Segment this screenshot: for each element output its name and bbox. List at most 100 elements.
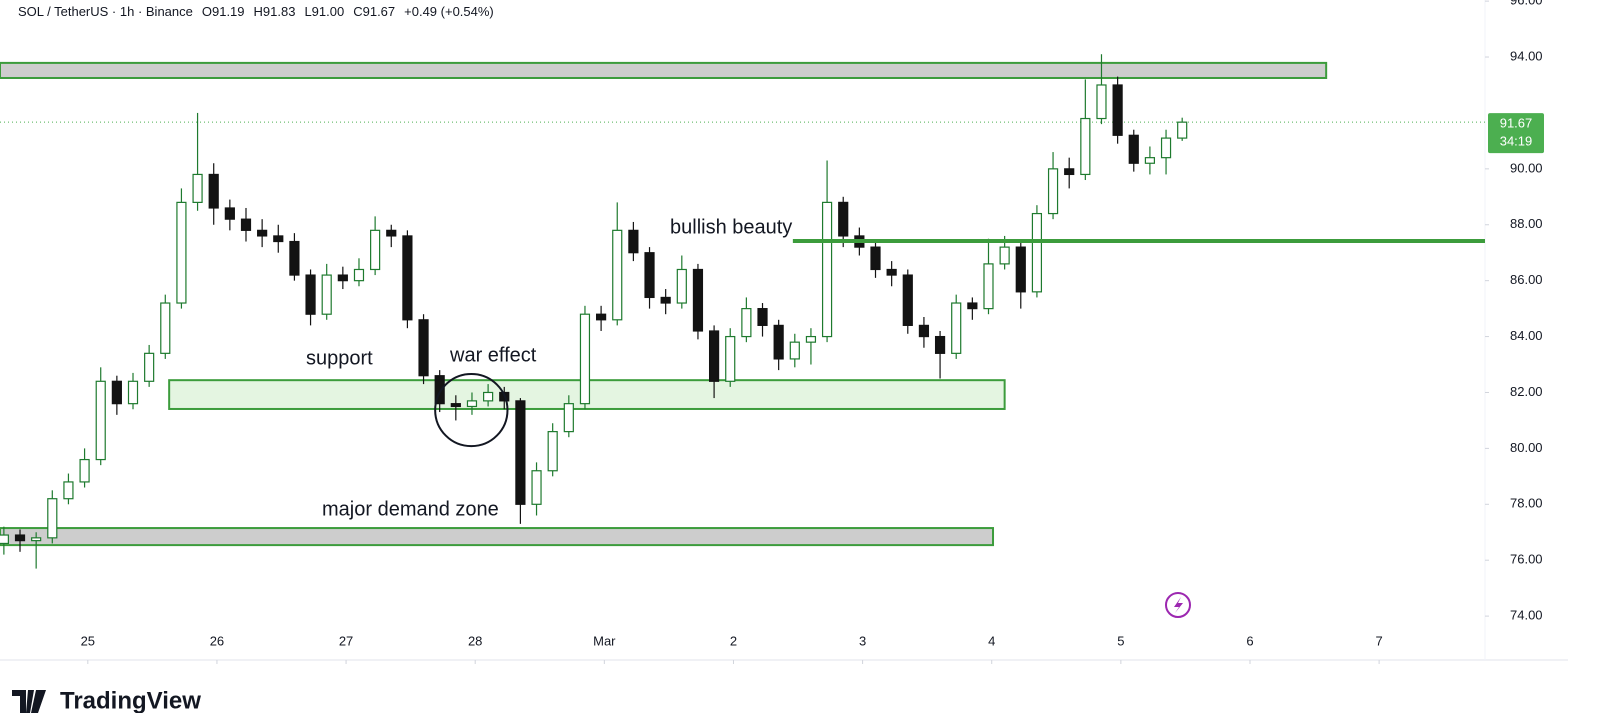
symbol: SOL / TetherUS · 1h · Binance [18, 4, 193, 19]
candle-body [1144, 157, 1156, 164]
candle-body [31, 537, 42, 542]
y-tick-label: 84.00 [1510, 328, 1543, 343]
ohlc-high: H91.83 [253, 4, 296, 19]
candle-body [418, 319, 429, 377]
x-tick-label: 26 [210, 633, 224, 648]
candle-body [450, 403, 461, 408]
candle-body [160, 302, 171, 354]
candle-body [127, 380, 139, 405]
candle-body [192, 173, 203, 203]
x-tick-label: 27 [339, 633, 353, 648]
candle-body [434, 375, 445, 405]
candle-body [370, 229, 381, 271]
x-tick-label: 3 [859, 633, 866, 648]
x-tick-label: 7 [1375, 633, 1382, 648]
candle-body [612, 229, 623, 321]
candle-body [47, 498, 58, 539]
candle-body [967, 302, 978, 310]
y-tick-label: 76.00 [1510, 552, 1543, 567]
ohlc-close: C91.67 [353, 4, 396, 19]
annotation: bullish beauty [670, 216, 792, 238]
candle-body [902, 274, 913, 326]
candle-body [337, 274, 348, 282]
ohlc-change: +0.49 (+0.54%) [404, 4, 494, 19]
candle-body [708, 330, 720, 382]
y-tick-label: 96.00 [1510, 0, 1543, 8]
x-tick-label: 4 [988, 633, 995, 648]
candle-body [821, 201, 833, 338]
candle-body [596, 313, 607, 321]
y-tick-label: 90.00 [1510, 160, 1543, 175]
x-tick-label: 2 [730, 633, 737, 648]
candle-body [176, 201, 187, 304]
candle-body [402, 235, 413, 321]
candle-body [321, 274, 332, 315]
candle-body [983, 263, 994, 310]
candle-body [547, 431, 558, 472]
candle-body [515, 400, 526, 505]
candle-body [1112, 84, 1123, 136]
price-tag [1488, 113, 1544, 154]
annotation: major demand zone [322, 498, 499, 520]
candle-body [79, 458, 90, 483]
candle-body [208, 173, 219, 209]
plot-area: 74.00 76.00 78.00 80.00 82.00 84.00 86.00 88.00… [0, 0, 1568, 664]
y-tick-label: 74.00 [1510, 608, 1543, 623]
candle-body [628, 229, 639, 254]
candle-body [63, 481, 74, 500]
y-tick-label: 80.00 [1510, 440, 1543, 455]
candle-body [0, 534, 9, 545]
candle-body [144, 352, 155, 382]
candle-body [918, 324, 930, 338]
candle-body [305, 274, 316, 315]
zone [0, 527, 995, 547]
candle-body [1031, 212, 1043, 293]
candle-body [353, 268, 365, 282]
candle-body [531, 470, 542, 505]
flash-icon[interactable] [1165, 592, 1191, 618]
candle-body [224, 207, 235, 220]
candle-body [386, 229, 397, 237]
candle-body [838, 201, 849, 237]
candle-body [870, 246, 881, 271]
brand-name: TradingView [60, 687, 201, 713]
ohlc-low: L91.00 [304, 4, 345, 19]
y-tick-label: 88.00 [1510, 216, 1543, 231]
candle-body [692, 268, 704, 332]
candle-body [273, 235, 284, 243]
candle-body [934, 335, 946, 354]
y-tick-label: 86.00 [1510, 272, 1543, 287]
candle-body [1177, 121, 1188, 139]
price-tag-label: 91.67 [1500, 116, 1533, 131]
candle-body [1047, 168, 1059, 215]
candle-body [644, 252, 655, 299]
candle-body [725, 335, 736, 382]
candle-body [805, 335, 817, 343]
legend-header: SOL / TetherUS · 1h · Binance O91.19 H91… [18, 4, 494, 19]
candle-body [466, 400, 478, 408]
candle-body [289, 240, 300, 276]
candle-body [1128, 134, 1139, 164]
candle-body [1160, 137, 1172, 159]
candle-body [789, 341, 800, 360]
brand-logo: TradingView [12, 687, 201, 713]
candle-body [951, 302, 962, 354]
candle-body [14, 534, 26, 542]
ohlc-open: O91.19 [201, 4, 245, 19]
candle-body [660, 296, 671, 304]
candle-body [240, 218, 252, 231]
x-tick-label: 5 [1117, 633, 1124, 648]
candle-body [563, 403, 574, 433]
candle-body [676, 268, 687, 304]
candle-body [999, 246, 1010, 265]
candle-body [257, 229, 268, 237]
y-tick-label: 78.00 [1510, 496, 1543, 511]
annotation: war effect [449, 344, 537, 366]
highlight-circle [434, 373, 509, 448]
x-tick-label: 28 [468, 633, 482, 648]
candle-body [757, 308, 768, 326]
zone [0, 61, 1328, 79]
candle-body [741, 308, 752, 338]
